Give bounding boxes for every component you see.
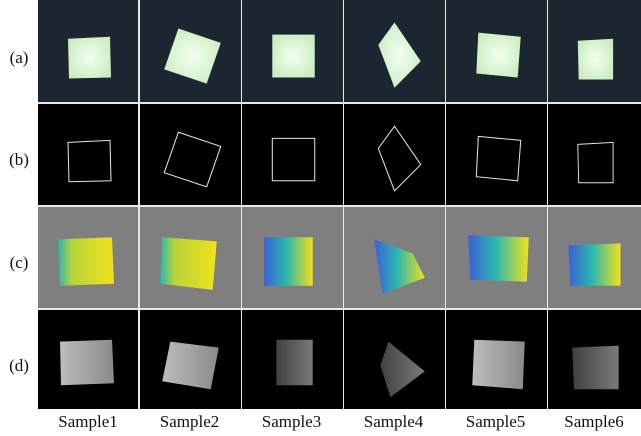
figure-grid — [38, 0, 641, 409]
object-grayscale — [472, 339, 525, 390]
row-label-d: (d) — [9, 356, 29, 375]
object-photo — [378, 22, 421, 88]
panel-edge-outline-sample6 — [548, 104, 641, 205]
panel-colormap-depth-sample6 — [548, 207, 641, 308]
panel-edge-outline-sample5 — [446, 104, 547, 205]
panel-rgb-photo-sample6 — [548, 0, 641, 102]
object-outline — [577, 141, 614, 184]
column-label-sample4: Sample4 — [363, 412, 424, 431]
panel-graphic — [476, 32, 521, 78]
panel-graphic — [271, 137, 316, 182]
panel-edge-outline-sample2 — [140, 104, 241, 205]
panel-grayscale-depth-sample6 — [548, 310, 641, 409]
panel-graphic — [160, 237, 217, 290]
object-colormap — [264, 237, 313, 286]
object-photo — [68, 36, 111, 79]
object-outline — [475, 135, 522, 182]
panel-edge-outline-sample4 — [344, 104, 445, 205]
panel-colormap-depth-sample4 — [344, 207, 445, 308]
row-label-a: (a) — [9, 48, 29, 67]
panel-graphic — [164, 28, 221, 84]
object-grayscale — [60, 339, 114, 386]
panel-graphic — [60, 339, 114, 386]
panel-graphic — [572, 345, 619, 390]
panel-colormap-depth-sample3 — [242, 207, 343, 308]
column-label-sample2: Sample2 — [159, 412, 220, 431]
object-colormap — [58, 237, 114, 286]
panel-graphic — [377, 125, 422, 192]
object-colormap — [468, 235, 529, 282]
panel-grayscale-depth-sample2 — [140, 310, 241, 409]
object-grayscale — [276, 339, 313, 386]
panel-graphic — [468, 235, 529, 282]
object-photo — [577, 38, 614, 80]
panel-graphic — [264, 237, 313, 286]
panel-graphic — [568, 243, 621, 286]
panel-graphic — [276, 339, 313, 386]
panel-graphic — [58, 237, 114, 286]
panel-graphic — [163, 131, 222, 188]
object-grayscale — [162, 341, 219, 390]
row-label-c: (c) — [9, 253, 29, 272]
panel-graphic — [472, 339, 525, 390]
panel-graphic — [374, 239, 425, 294]
panel-graphic — [380, 341, 425, 398]
panel-colormap-depth-sample1 — [38, 207, 138, 308]
object-colormap — [568, 243, 621, 286]
panel-graphic — [577, 141, 614, 184]
column-label-sample1: Sample1 — [58, 412, 118, 431]
object-outline — [271, 137, 316, 182]
object-grayscale — [572, 345, 619, 390]
panel-grayscale-depth-sample3 — [242, 310, 343, 409]
object-photo — [476, 32, 521, 78]
panel-rgb-photo-sample4 — [344, 0, 445, 102]
panel-graphic — [272, 34, 315, 78]
panel-rgb-photo-sample5 — [446, 0, 547, 102]
object-colormap — [160, 237, 217, 290]
column-label-sample5: Sample5 — [465, 412, 526, 431]
column-label-sample3: Sample3 — [261, 412, 322, 431]
object-outline — [67, 139, 112, 183]
object-outline — [377, 125, 422, 192]
panel-rgb-photo-sample1 — [38, 0, 138, 102]
panel-grayscale-depth-sample5 — [446, 310, 547, 409]
object-colormap — [374, 239, 425, 294]
panel-graphic — [162, 341, 219, 390]
panel-edge-outline-sample3 — [242, 104, 343, 205]
panel-graphic — [475, 135, 522, 182]
object-photo — [272, 34, 315, 78]
panel-colormap-depth-sample2 — [140, 207, 241, 308]
panel-edge-outline-sample1 — [38, 104, 138, 205]
panel-graphic — [68, 36, 111, 79]
panel-rgb-photo-sample2 — [140, 0, 241, 102]
object-photo — [164, 28, 221, 84]
panel-colormap-depth-sample5 — [446, 207, 547, 308]
panel-graphic — [67, 139, 112, 183]
column-label-sample6: Sample6 — [564, 412, 624, 431]
panel-graphic — [378, 22, 421, 88]
panel-grayscale-depth-sample1 — [38, 310, 138, 409]
panel-grayscale-depth-sample4 — [344, 310, 445, 409]
panel-rgb-photo-sample3 — [242, 0, 343, 102]
object-outline — [163, 131, 222, 188]
row-label-b: (b) — [9, 150, 29, 169]
object-grayscale — [380, 341, 425, 398]
panel-graphic — [577, 38, 614, 80]
